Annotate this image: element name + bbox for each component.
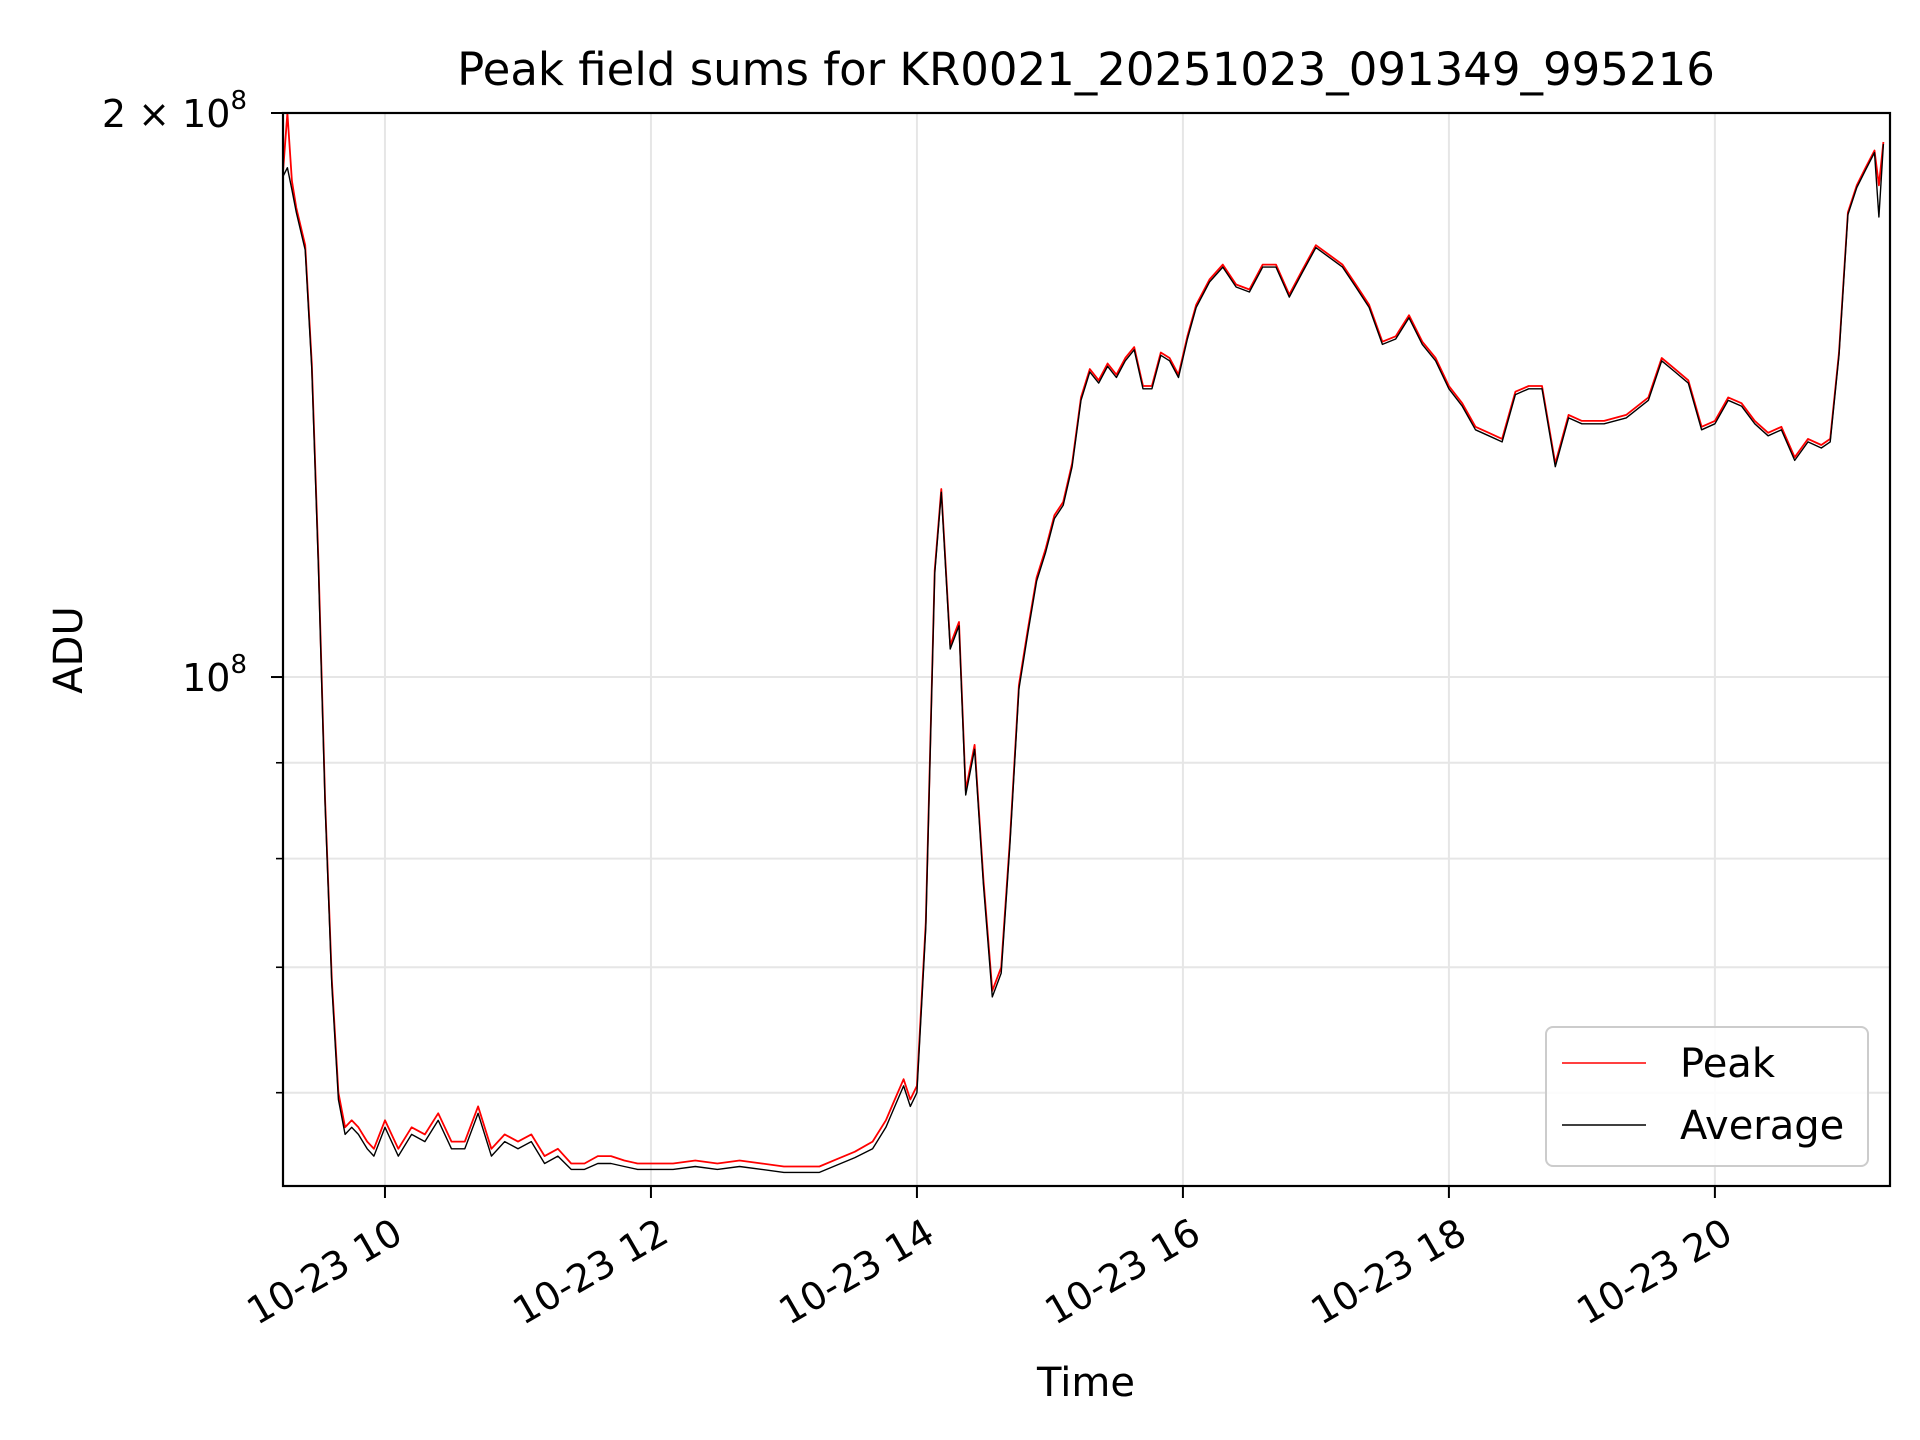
y-tick-label: 2 × 108 bbox=[102, 86, 247, 136]
series-line-average bbox=[282, 144, 1885, 1174]
x-tick-label: 10-23 18 bbox=[1303, 1210, 1473, 1334]
chart-title: Peak field sums for KR0021_20251023_0913… bbox=[457, 43, 1715, 96]
y-tick-label: 108 bbox=[182, 650, 247, 700]
x-tick-label: 10-23 12 bbox=[505, 1210, 675, 1334]
x-tick-label: 10-23 14 bbox=[771, 1210, 941, 1334]
legend-peak-label: Peak bbox=[1680, 1041, 1776, 1087]
x-tick-label: 10-23 20 bbox=[1569, 1210, 1739, 1334]
x-tick-label: 10-23 10 bbox=[239, 1210, 409, 1334]
grid bbox=[283, 113, 1890, 1186]
legend: Peak Average bbox=[1545, 1026, 1869, 1167]
legend-average-label: Average bbox=[1680, 1103, 1844, 1149]
series-lines bbox=[282, 112, 1885, 1174]
plot-frame bbox=[281, 111, 1892, 1188]
x-axis: 10-23 10 10-23 12 10-23 14 10-23 16 10-23 18… bbox=[239, 1186, 1739, 1333]
y-axis: 2 × 108 108 bbox=[102, 86, 283, 1094]
x-axis-label: Time bbox=[1036, 1360, 1135, 1406]
series-line-peak bbox=[282, 112, 1885, 1168]
y-axis-label: ADU bbox=[46, 606, 92, 693]
x-tick-label: 10-23 16 bbox=[1037, 1210, 1207, 1334]
legend-box bbox=[1545, 1026, 1869, 1167]
